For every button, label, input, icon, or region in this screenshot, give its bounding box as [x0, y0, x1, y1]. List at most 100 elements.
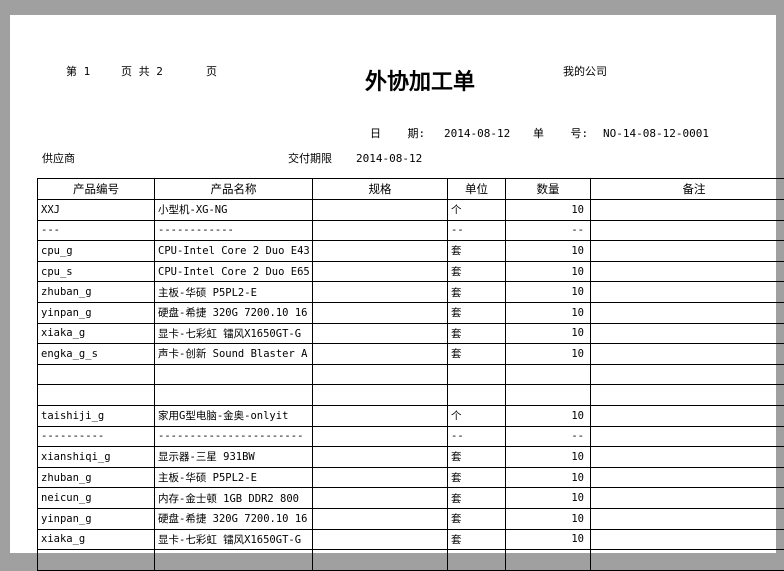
cell-unit: 套 — [448, 529, 506, 550]
cell-product-code: cpu_g — [38, 241, 155, 262]
cell-remark — [591, 323, 784, 344]
cell-quantity: 10 — [506, 241, 591, 262]
cell-quantity: 10 — [506, 302, 591, 323]
cell-product-code: zhuban_g — [38, 282, 155, 303]
page-unit-label: 页 — [206, 66, 217, 78]
cell-product-name: 小型机-XG-NG — [155, 200, 313, 221]
cell-unit: 套 — [448, 302, 506, 323]
cell-unit: 套 — [448, 467, 506, 488]
cell-quantity: 10 — [506, 447, 591, 468]
cell-product-name: 声卡-创新 Sound Blaster A — [155, 344, 313, 365]
cell-unit: 套 — [448, 323, 506, 344]
cell-product-name: ------------ — [155, 220, 313, 241]
cell-remark — [591, 364, 784, 385]
cell-unit: 套 — [448, 344, 506, 365]
cell-product-name: CPU-Intel Core 2 Duo E65 — [155, 261, 313, 282]
cell-product-code: xiaka_g — [38, 323, 155, 344]
cell-unit: 套 — [448, 488, 506, 509]
cell-unit: 套 — [448, 508, 506, 529]
cell-remark — [591, 200, 784, 221]
cell-product-code: xiaka_g — [38, 529, 155, 550]
cell-product-code — [38, 385, 155, 406]
cell-product-code: yinpan_g — [38, 302, 155, 323]
cell-spec — [313, 447, 448, 468]
cell-remark — [591, 282, 784, 303]
cell-remark — [591, 344, 784, 365]
cell-spec — [313, 344, 448, 365]
cell-quantity: -- — [506, 426, 591, 447]
cell-product-name — [155, 385, 313, 406]
cell-unit: 套 — [448, 241, 506, 262]
cell-product-name: 内存-金士顿 1GB DDR2 800 — [155, 488, 313, 509]
cell-quantity — [506, 385, 591, 406]
cell-quantity: -- — [506, 220, 591, 241]
column-header-product-code: 产品编号 — [38, 179, 155, 200]
column-header-remark: 备注 — [591, 179, 784, 200]
column-header-product-name: 产品名称 — [155, 179, 313, 200]
cell-unit — [448, 364, 506, 385]
deadline-value: 2014-08-12 — [356, 153, 422, 165]
cell-spec — [313, 508, 448, 529]
cell-quantity: 10 — [506, 282, 591, 303]
company-name: 我的公司 — [563, 66, 607, 78]
cell-product-name: ----------------------- — [155, 426, 313, 447]
cell-product-code: zhuban_g — [38, 467, 155, 488]
cell-remark — [591, 261, 784, 282]
cell-remark — [591, 508, 784, 529]
cell-product-name: 显卡-七彩虹 镭风X1650GT-G — [155, 323, 313, 344]
cell-quantity: 10 — [506, 529, 591, 550]
cell-product-name: CPU-Intel Core 2 Duo E43 — [155, 241, 313, 262]
date-value: 2014-08-12 — [444, 128, 510, 140]
document-title: 外协加工单 — [330, 68, 510, 96]
cell-spec — [313, 261, 448, 282]
table-row: ------------------- — [38, 220, 784, 241]
cell-remark — [591, 488, 784, 509]
cell-product-name: 硬盘-希捷 320G 7200.10 16 — [155, 302, 313, 323]
cell-quantity: 10 — [506, 261, 591, 282]
cell-spec — [313, 529, 448, 550]
cell-unit: -- — [448, 426, 506, 447]
cell-product-code: neicun_g — [38, 488, 155, 509]
cell-unit: 个 — [448, 405, 506, 426]
cell-remark — [591, 220, 784, 241]
cell-spec — [313, 282, 448, 303]
cell-product-name: 显卡-七彩虹 镭风X1650GT-G — [155, 529, 313, 550]
cell-product-code: XXJ — [38, 200, 155, 221]
cell-quantity: 10 — [506, 405, 591, 426]
cell-product-name: 硬盘-希捷 320G 7200.10 16 — [155, 508, 313, 529]
column-header-unit: 单位 — [448, 179, 506, 200]
cell-spec — [313, 364, 448, 385]
cell-remark — [591, 405, 784, 426]
cell-product-code: taishiji_g — [38, 405, 155, 426]
date-label: 日 期: — [370, 128, 425, 140]
cell-unit: 套 — [448, 282, 506, 303]
order-no-label: 单 号: — [533, 128, 588, 140]
cell-spec — [313, 426, 448, 447]
cell-unit: 套 — [448, 261, 506, 282]
cell-spec — [313, 467, 448, 488]
cell-product-code: ---------- — [38, 426, 155, 447]
table-row — [38, 364, 784, 385]
cell-spec — [313, 302, 448, 323]
cell-product-code: engka_g_s — [38, 344, 155, 365]
cell-quantity: 10 — [506, 467, 591, 488]
table-header-row: 产品编号产品名称规格单位数量备注 — [38, 179, 784, 200]
cell-product-name: 家用G型电脑-金奥-onlyit — [155, 405, 313, 426]
cell-quantity: 10 — [506, 488, 591, 509]
page-number-label: 第 1 — [66, 66, 90, 78]
cell-product-name — [155, 364, 313, 385]
cell-spec — [313, 385, 448, 406]
cell-product-code: yinpan_g — [38, 508, 155, 529]
cell-remark — [591, 467, 784, 488]
cell-unit: 个 — [448, 200, 506, 221]
supplier-label: 供应商 — [42, 153, 75, 165]
cell-spec — [313, 241, 448, 262]
cell-unit: -- — [448, 220, 506, 241]
